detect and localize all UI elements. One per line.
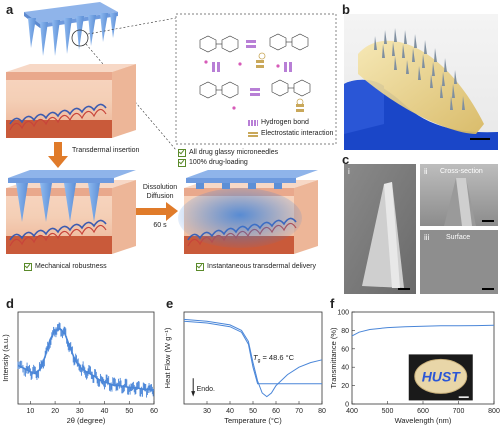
check-icon xyxy=(24,262,32,271)
skin-block-inserted xyxy=(6,170,136,254)
y-tick-label: 100 xyxy=(337,310,349,317)
sem-label-i: i xyxy=(348,167,350,176)
sem-cross-section-label: Cross-section xyxy=(440,168,483,175)
amine-groups xyxy=(204,60,280,110)
y-axis-label: Transmittance (%) xyxy=(329,327,338,388)
check-item-2-label: 100% drug-loading xyxy=(189,159,248,166)
x-tick-label: 60 xyxy=(272,408,280,415)
check-item-1-label: All drug glassy microneedles xyxy=(189,149,279,156)
microneedle-patch-top xyxy=(24,2,177,151)
sem-label-iii: iii xyxy=(424,233,430,242)
check-icon xyxy=(178,158,186,167)
y-tick-label: 40 xyxy=(341,365,349,372)
transmittance-chart: 400 500 600 700 800 0 20 40 60 80 100 Wavelength (n… xyxy=(329,310,500,426)
xrd-chart: 10 20 30 40 50 60 2θ (degree) Intensity (a.u.) xyxy=(1,311,158,425)
skin-block-diffusion xyxy=(178,170,318,254)
series-line-1 xyxy=(17,327,155,391)
legend-hbond: Hydrogen bond xyxy=(248,118,309,127)
sem-image-iii xyxy=(420,230,498,294)
sem-surface-label: Surface xyxy=(446,234,471,241)
scale-bar xyxy=(470,138,490,140)
x-tick-label: 60 xyxy=(150,408,158,415)
x-tick-label: 50 xyxy=(125,408,133,415)
panel-label-d: d xyxy=(6,296,14,311)
x-tick-label: 10 xyxy=(26,408,34,415)
check-item-2: 100% drug-loading xyxy=(178,158,248,167)
endo-label: Endo. xyxy=(197,386,215,393)
legend-hbond-swatch xyxy=(248,119,258,126)
series-line-1 xyxy=(183,320,322,385)
insertion-arrow xyxy=(48,142,68,168)
x-tick-label: 40 xyxy=(226,408,234,415)
panel-label-f: f xyxy=(330,296,335,311)
sem-label-ii: ii xyxy=(424,167,428,176)
panel-c-sem xyxy=(344,164,498,294)
panel-a-illustration xyxy=(6,2,337,254)
x-tick-label: 40 xyxy=(101,408,109,415)
inset-logo: HUST xyxy=(422,368,462,384)
legend-electrostatic-label: Electrostatic interaction xyxy=(261,130,334,137)
check-item-3: Mechanical robustness xyxy=(24,262,107,271)
x-tick-label: 30 xyxy=(203,408,211,415)
electrostatic-marks xyxy=(256,60,304,112)
x-tick-label: 20 xyxy=(51,408,59,415)
check-item-4: Instantaneous transdermal delivery xyxy=(196,262,316,271)
x-tick-label: 500 xyxy=(382,408,394,415)
dissolution-arrow xyxy=(136,202,178,221)
legend-electrostatic-swatch xyxy=(248,130,258,137)
x-axis-label: Temperature (°C) xyxy=(224,416,282,425)
x-axis-label: Wavelength (nm) xyxy=(395,416,452,425)
diffusion-label: Diffusion xyxy=(146,193,174,200)
check-item-3-label: Mechanical robustness xyxy=(35,263,107,270)
panel-label-a: a xyxy=(6,2,14,17)
plot-frame xyxy=(17,311,155,405)
x-tick-label: 70 xyxy=(295,408,303,415)
panel-b-photo xyxy=(344,14,498,150)
sulfate-groups xyxy=(258,52,304,106)
x-axis-label: 2θ (degree) xyxy=(67,416,106,425)
dsc-chart: 30 40 50 60 70 80 Temperature (°C) Heat Flow (W… xyxy=(163,311,326,425)
x-tick-label: 700 xyxy=(453,408,465,415)
x-tick-label: 800 xyxy=(488,408,500,415)
tg-annotation: Tg = 48.6 °C xyxy=(253,353,295,364)
x-tick-label: 400 xyxy=(346,408,358,415)
time-label: 60 s xyxy=(153,222,167,229)
y-tick-label: 0 xyxy=(345,402,349,409)
y-axis-label: Intensity (a.u.) xyxy=(1,334,10,382)
x-tick-label: 50 xyxy=(249,408,257,415)
hbond-marks xyxy=(212,40,292,96)
inset-patch xyxy=(414,358,468,394)
y-tick-label: 60 xyxy=(341,346,349,353)
y-axis-label: Heat Flow (W g⁻¹) xyxy=(163,327,172,388)
check-icon xyxy=(178,148,186,157)
check-icon xyxy=(196,262,204,271)
y-tick-label: 20 xyxy=(341,383,349,390)
molecular-structure xyxy=(199,33,311,99)
endo-arrow-head xyxy=(191,391,196,397)
skin-block-top xyxy=(6,64,136,138)
legend-electrostatic: Electrostatic interaction xyxy=(248,129,333,138)
transdermal-insertion-label: Transdermal insertion xyxy=(72,147,140,154)
x-tick-label: 600 xyxy=(417,408,429,415)
check-item-1: All drug glassy microneedles xyxy=(178,148,278,157)
x-tick-label: 80 xyxy=(318,408,326,415)
panel-label-e: e xyxy=(166,296,174,311)
panel-label-b: b xyxy=(342,2,350,17)
check-item-4-label: Instantaneous transdermal delivery xyxy=(207,263,316,270)
x-tick-label: 30 xyxy=(76,408,84,415)
y-tick-label: 80 xyxy=(341,328,349,335)
panel-label-c: c xyxy=(342,152,350,167)
series-line-2 xyxy=(183,318,323,398)
dissolution-label: Dissolution xyxy=(142,184,178,191)
inset-scale-bar xyxy=(458,396,469,398)
legend-hbond-label: Hydrogen bond xyxy=(261,119,309,126)
series-line-1 xyxy=(351,324,495,337)
